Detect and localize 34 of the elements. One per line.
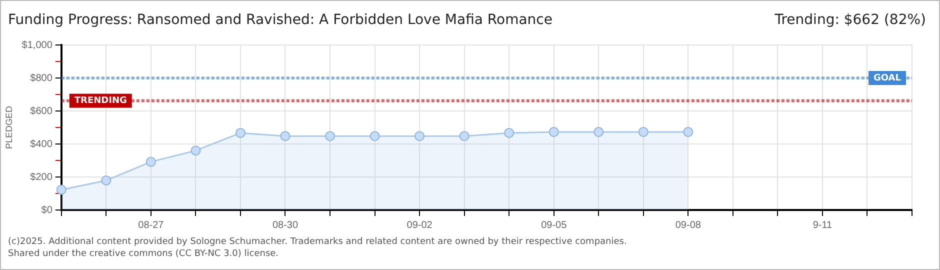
- y-tick-label: $800: [30, 72, 53, 84]
- point: [325, 131, 335, 142]
- text: Shared under the creative commons (CC BY-NC 3.0) license.: [8, 248, 280, 260]
- x-tick-label: 09-02: [406, 220, 433, 231]
- y-axis-title: PLEDGED: [4, 105, 14, 150]
- point: [459, 131, 470, 142]
- point: [101, 175, 112, 186]
- point: [146, 156, 156, 167]
- point: [548, 126, 559, 137]
- point: [638, 126, 648, 137]
- ref-line-label: TRENDING: [74, 96, 127, 106]
- point: [56, 184, 66, 195]
- point: [190, 146, 201, 156]
- chart-subtitle: Trending: $662 (82%): [774, 12, 926, 28]
- text: (c)2025. Additional content provided by Sologne Schumacher. Trademarks and related content are owned by their respective companies.: [8, 236, 627, 248]
- chart-title: Funding Progress: Ransomed and Ravished: A Forbidden Love Mafia Romance: [8, 12, 552, 28]
- x-tick-label: 08-27: [138, 220, 164, 231]
- point: [504, 128, 514, 138]
- y-tick-label: $1,000: [22, 40, 53, 51]
- point: [414, 131, 425, 142]
- x-tick-label: 08-30: [272, 220, 298, 231]
- y-tick-label: $0: [41, 204, 53, 216]
- point: [594, 126, 604, 137]
- point: [235, 128, 246, 138]
- y-tick-label: $200: [30, 172, 53, 183]
- x-tick-label: 09-05: [541, 220, 568, 231]
- x-tick-label: 9-11: [812, 220, 833, 231]
- ref-line-label: GOAL: [874, 73, 902, 84]
- point: [683, 126, 694, 137]
- point: [280, 131, 290, 142]
- point: [370, 131, 380, 142]
- x-tick-label: 09-08: [675, 220, 702, 231]
- y-tick-label: $400: [30, 138, 53, 150]
- y-tick-label: $600: [30, 106, 53, 117]
